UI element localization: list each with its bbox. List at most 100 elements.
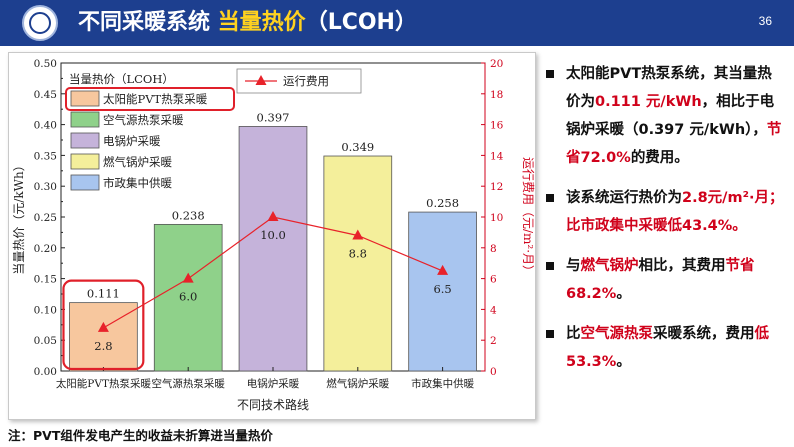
x-tick-label: 太阳能PVT热泵采暖	[56, 377, 152, 390]
y2-tick-label: 8	[490, 243, 497, 255]
bullet-text: 。	[616, 286, 631, 302]
bullet-item: 与燃气锅炉相比，其费用节省68.2%。	[544, 252, 784, 308]
bar-value-label: 0.238	[172, 208, 205, 222]
y2-tick-label: 20	[490, 58, 503, 70]
y-tick-label: 0.50	[34, 58, 57, 70]
bullet-highlight-text: 空气源热泵	[580, 326, 654, 342]
title-highlight: 当量热价	[217, 10, 306, 35]
bullet-text: 相比，其费用	[638, 258, 726, 274]
y2-tick-label: 4	[490, 304, 497, 316]
title-suffix: （LCOH）	[305, 10, 417, 35]
legend-label: 空气源热泵采暖	[103, 113, 184, 127]
square-bullet-icon	[546, 70, 554, 78]
y2-axis-title: 运行费用（元/m²·月）	[521, 157, 535, 277]
bullet-text: 与	[566, 258, 581, 274]
bullet-text: 该系统运行热价为	[566, 190, 682, 206]
bar-value-label: 0.397	[257, 110, 290, 124]
legend-swatch	[70, 90, 100, 107]
bar	[69, 302, 138, 372]
highlight-box	[62, 279, 145, 371]
legend-swatch	[70, 132, 100, 149]
y2-tick-label: 6	[490, 274, 497, 286]
bar-value-label: 0.258	[426, 196, 459, 210]
y-tick-label: 0.00	[34, 366, 57, 378]
page-number: 36	[758, 14, 772, 28]
bullet-highlight-text: 0.111 元/kWh	[595, 94, 702, 110]
line-value-label: 10.0	[260, 228, 286, 242]
triangle-marker-icon	[255, 75, 267, 85]
legend-label: 太阳能PVT热泵采暖	[103, 92, 208, 106]
bar	[238, 126, 308, 372]
bullet-item: 太阳能PVT热泵系统，其当量热价为0.111 元/kWh，相比于电锅炉采暖（0.…	[544, 60, 784, 172]
bullet-highlight-text: 低53.3%	[566, 326, 769, 370]
legend-title: 当量热价（LCOH）	[69, 72, 174, 86]
university-seal-icon	[22, 5, 58, 41]
bar	[153, 223, 223, 372]
lcoh-chart: 0.00 0.05 0.10 0.15 0.20 0.25 0.30 0.35 0.40 0.45…	[12, 58, 535, 412]
bullet-highlight-text: 节省72.0%	[566, 122, 782, 166]
page-title: 不同采暖系统 当量热价（LCOH）	[78, 6, 417, 40]
legend-label: 市政集中供暖	[103, 176, 172, 190]
square-bullet-icon	[546, 194, 554, 202]
y-tick-label: 0.35	[34, 150, 57, 162]
y2-tick-label: 16	[490, 120, 504, 132]
bar-value-label: 0.349	[341, 140, 374, 154]
bar-value-label: 0.111	[87, 287, 120, 301]
bullet-text: 的费用。	[630, 150, 689, 166]
bar	[323, 155, 393, 372]
y2-tick-label: 18	[490, 89, 503, 101]
bullet-text: ，相比于电锅炉采暖（0.397 元/kWh），	[566, 94, 775, 138]
bullet-item: 该系统运行热价为2.8元/m²·月；比市政集中采暖低43.4%。	[544, 184, 784, 240]
y-tick-label: 0.10	[34, 304, 57, 316]
line-value-label: 2.8	[94, 339, 112, 353]
legend-label: 燃气锅炉采暖	[103, 155, 172, 169]
bullet-highlight-text: 燃气锅炉	[580, 258, 639, 274]
triangle-marker-icon	[437, 264, 449, 275]
y-axis-title: 当量热价（元/kWh）	[12, 159, 26, 274]
triangle-marker-icon	[352, 229, 364, 240]
line-value-label: 8.8	[349, 246, 367, 260]
y-tick-label: 0.25	[34, 212, 57, 224]
x-tick-label: 电锅炉采暖	[247, 377, 300, 390]
bullet-text: 。	[616, 354, 631, 370]
bullet-item: 比空气源热泵采暖系统，费用低53.3%。	[544, 320, 784, 376]
bullet-list: 太阳能PVT热泵系统，其当量热价为0.111 元/kWh，相比于电锅炉采暖（0.…	[544, 60, 784, 388]
footnote: 注：PVT组件发电产生的收益未折算进当量热价	[8, 428, 273, 443]
legend-swatch	[70, 174, 100, 191]
header-bar: 不同采暖系统 当量热价（LCOH） 36	[0, 0, 794, 46]
triangle-marker-icon	[267, 211, 279, 221]
y2-tick-label: 14	[490, 150, 504, 162]
title-prefix: 不同采暖系统	[78, 10, 218, 35]
line-value-label: 6.5	[433, 282, 451, 296]
y-tick-label: 0.40	[34, 120, 57, 132]
x-tick-label: 市政集中供暖	[411, 377, 474, 390]
legend-label: 电锅炉采暖	[103, 134, 161, 148]
y-tick-label: 0.05	[34, 335, 57, 347]
legend-highlight-box	[65, 87, 235, 111]
bullet-highlight-text: 节省68.2%	[566, 258, 755, 302]
triangle-marker-icon	[97, 321, 109, 332]
y-tick-label: 0.15	[34, 274, 57, 286]
x-tick-label: 空气源热泵采暖	[151, 377, 225, 390]
square-bullet-icon	[546, 262, 554, 270]
y-tick-label: 0.20	[34, 243, 57, 255]
bullet-text: 太阳能PVT热泵系统，其当量热价为	[566, 66, 772, 110]
bullet-text: 采暖系统，费用	[653, 326, 755, 342]
chart-panel: 0.00 0.05 0.10 0.15 0.20 0.25 0.30 0.35 0.40 0.45…	[8, 52, 536, 420]
y2-tick-label: 12	[490, 181, 503, 193]
y-tick-label: 0.45	[34, 89, 57, 101]
y2-tick-label: 0	[490, 366, 497, 378]
bullet-text: 比	[566, 326, 581, 342]
line-legend-label: 运行费用	[283, 74, 329, 88]
y2-tick-label: 2	[490, 335, 497, 347]
line-value-label: 6.0	[179, 290, 197, 304]
x-axis-title: 不同技术路线	[237, 397, 309, 412]
square-bullet-icon	[546, 330, 554, 338]
bullet-highlight-text: 2.8元/m²·月；比市政集中采暖低43.4%。	[566, 190, 784, 234]
legend-swatch	[70, 111, 100, 128]
y2-tick-label: 10	[490, 212, 503, 224]
x-tick-label: 燃气锅炉采暖	[326, 377, 389, 390]
triangle-marker-icon	[182, 272, 194, 283]
legend-swatch	[70, 153, 100, 170]
y-tick-label: 0.30	[34, 181, 57, 193]
